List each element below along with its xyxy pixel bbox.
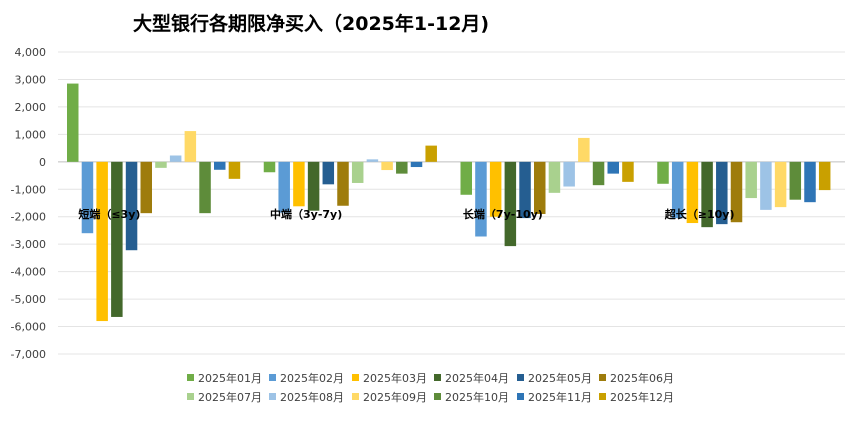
category-label: 短端（≤3y) xyxy=(78,207,140,221)
legend-swatch xyxy=(599,393,606,400)
bar-2-1 xyxy=(81,161,94,234)
bar-6-2 xyxy=(337,161,349,206)
y-tick-label: -2,000 xyxy=(11,211,46,224)
bar-4-4 xyxy=(701,161,713,228)
y-tick-label: -5,000 xyxy=(11,293,46,306)
legend-swatch xyxy=(269,374,276,381)
bar-12-4 xyxy=(818,161,831,191)
bar-6-1 xyxy=(140,161,152,214)
bar-6-3 xyxy=(534,161,546,214)
legend: 2025年01月 2025年02月 2025年03月 2025年04月 2025年05月… xyxy=(187,371,674,404)
bar-4-2 xyxy=(307,161,320,211)
legend-swatch xyxy=(517,374,524,381)
legend-swatch xyxy=(269,393,276,400)
bar-11-3 xyxy=(607,161,619,174)
bar-7-4 xyxy=(745,161,757,199)
y-tick-label: 3,000 xyxy=(15,73,47,86)
legend-label: 2025年03月 xyxy=(363,371,427,385)
y-tick-label: 2,000 xyxy=(15,101,47,114)
legend-label: 2025年10月 xyxy=(445,390,509,404)
bar-2-3 xyxy=(475,161,487,237)
bar-10-2 xyxy=(396,161,408,174)
y-tick-label: 0 xyxy=(39,156,46,169)
bar-11-1 xyxy=(214,161,226,170)
bar-8-3 xyxy=(563,161,575,187)
chart-title: 大型银行各期限净买入（2025年1-12月) xyxy=(133,12,489,35)
bar-11-2 xyxy=(410,161,423,168)
bar-5-1 xyxy=(125,161,138,251)
bar-10-4 xyxy=(789,161,802,200)
legend-label: 2025年12月 xyxy=(610,390,674,404)
category-label: 超长（≥10y) xyxy=(664,207,735,221)
y-tick-label: -7,000 xyxy=(11,348,46,361)
legend-swatch xyxy=(187,374,194,381)
bar-2-2 xyxy=(278,161,290,213)
bar-1-4 xyxy=(657,161,669,184)
legend-swatch xyxy=(187,393,194,400)
bar-12-1 xyxy=(228,161,241,179)
y-tick-label: 1,000 xyxy=(15,128,47,141)
category-labels: 短端（≤3y) 中端（3y-7y) 长端（7y-10y) 超长（≥10y) xyxy=(78,207,734,221)
legend-label: 2025年06月 xyxy=(610,371,674,385)
bar-1-3 xyxy=(460,161,472,195)
legend-swatch xyxy=(517,393,524,400)
bar-3-2 xyxy=(293,161,305,207)
bar-8-2 xyxy=(366,159,379,162)
bar-9-1 xyxy=(184,131,197,162)
legend-swatch xyxy=(352,374,359,381)
legend-label: 2025年02月 xyxy=(280,371,344,385)
legend-swatch xyxy=(434,374,441,381)
bar-11-4 xyxy=(804,161,816,203)
category-label: 中端（3y-7y) xyxy=(270,207,342,221)
y-tick-label: -1,000 xyxy=(11,183,46,196)
legend-swatch xyxy=(434,393,441,400)
bar-9-4 xyxy=(774,161,787,208)
gridlines xyxy=(58,51,845,355)
bar-4-1 xyxy=(111,161,123,317)
legend-swatch xyxy=(599,374,606,381)
bar-10-1 xyxy=(199,161,211,214)
legend-swatch xyxy=(352,393,359,400)
y-axis-ticks: 4,000 3,000 2,000 1,000 0 -1,000 -2,000 -3,000 -… xyxy=(11,46,46,361)
bar-3-1 xyxy=(96,161,108,322)
bar-8-4 xyxy=(760,161,772,210)
bar-10-3 xyxy=(592,161,605,186)
bar-6-4 xyxy=(730,161,743,223)
bar-7-3 xyxy=(548,161,561,193)
legend-label: 2025年01月 xyxy=(198,371,262,385)
y-tick-label: -6,000 xyxy=(11,321,46,334)
legend-label: 2025年04月 xyxy=(445,371,509,385)
bar-7-2 xyxy=(351,161,364,183)
bar-12-3 xyxy=(622,161,634,182)
bar-2-4 xyxy=(671,161,684,219)
y-tick-label: -3,000 xyxy=(11,238,46,251)
bars xyxy=(67,83,831,322)
bar-9-2 xyxy=(381,161,393,171)
bar-7-1 xyxy=(155,161,167,168)
bar-8-1 xyxy=(169,155,182,162)
legend-label: 2025年07月 xyxy=(198,390,262,404)
bar-3-4 xyxy=(686,161,699,224)
bar-5-4 xyxy=(716,161,728,225)
legend-label: 2025年09月 xyxy=(363,390,427,404)
bar-1-2 xyxy=(263,161,276,173)
legend-label: 2025年05月 xyxy=(528,371,592,385)
bar-5-2 xyxy=(322,161,335,185)
bar-5-3 xyxy=(519,161,531,219)
bar-1-1 xyxy=(67,83,79,162)
y-tick-label: 4,000 xyxy=(15,46,47,59)
y-tick-label: -4,000 xyxy=(11,266,46,279)
bar-4-3 xyxy=(504,161,517,247)
bar-12-2 xyxy=(425,145,437,162)
legend-label: 2025年11月 xyxy=(528,390,592,404)
bar-3-3 xyxy=(489,161,502,217)
category-label: 长端（7y-10y) xyxy=(463,207,543,221)
bar-9-3 xyxy=(578,137,590,162)
legend-label: 2025年08月 xyxy=(280,390,344,404)
